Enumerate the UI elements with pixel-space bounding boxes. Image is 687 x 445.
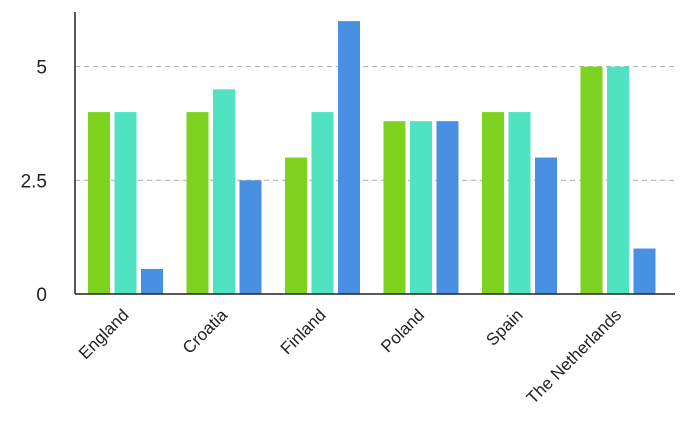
bar bbox=[436, 121, 459, 295]
bar bbox=[114, 112, 137, 294]
y-tick-label: 0 bbox=[36, 285, 47, 306]
x-tick-label: Finland bbox=[277, 305, 330, 358]
bar bbox=[141, 268, 163, 294]
x-tick-label: Poland bbox=[377, 305, 428, 356]
bar bbox=[607, 66, 629, 294]
y-tick-label: 5 bbox=[36, 58, 47, 79]
bar bbox=[535, 157, 557, 294]
bar bbox=[239, 180, 262, 294]
x-tick-label: England bbox=[75, 305, 133, 363]
bar bbox=[580, 66, 603, 294]
bars bbox=[88, 21, 656, 295]
bar bbox=[311, 112, 334, 294]
bar bbox=[482, 112, 504, 294]
bar bbox=[285, 157, 307, 294]
x-tick-label: Croatia bbox=[179, 305, 232, 358]
y-tick-label: 2.5 bbox=[21, 171, 47, 192]
x-tick-label: Spain bbox=[482, 305, 526, 349]
bar bbox=[338, 21, 360, 295]
bar bbox=[508, 112, 531, 294]
x-tick-label: The Netherlands bbox=[523, 305, 625, 407]
bar bbox=[383, 121, 406, 295]
bar bbox=[633, 248, 656, 294]
grid-lines bbox=[75, 65, 675, 181]
bar bbox=[410, 121, 432, 295]
bar bbox=[213, 89, 235, 295]
bar bbox=[186, 112, 209, 294]
y-tick-labels: 02.55 bbox=[21, 58, 47, 306]
bar bbox=[88, 112, 110, 294]
